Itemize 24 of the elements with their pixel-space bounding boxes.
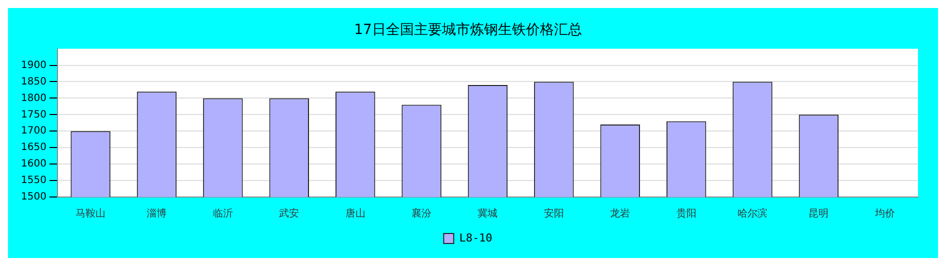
x-tick-label: 冀城 — [478, 208, 498, 220]
x-tick-label: 贵阳 — [676, 208, 696, 220]
x-tick-label: 哈尔滨 — [738, 208, 768, 220]
x-tick-label: 昆明 — [808, 208, 829, 220]
y-tick-label: 1800 — [20, 92, 46, 104]
y-tick-label: 1650 — [20, 142, 46, 154]
y-tick-label: 1850 — [20, 76, 46, 88]
x-tick-label: 武安 — [279, 208, 300, 220]
x-tick-label: 均价 — [874, 208, 895, 220]
y-tick-label: 1500 — [20, 192, 46, 203]
y-tick-label: 1750 — [20, 109, 46, 120]
y-tick-label: 1600 — [20, 158, 46, 170]
x-tick-label: 唐山 — [345, 208, 366, 220]
y-tick-label: 1700 — [20, 126, 46, 137]
x-tick-label: 安阳 — [544, 208, 564, 220]
x-tick-label: 龙岩 — [610, 208, 630, 220]
x-tick-label: 马鞍山 — [76, 208, 106, 220]
x-tick-label: 临沂 — [212, 208, 233, 220]
x-tick-label: 淄博 — [146, 208, 167, 220]
y-tick-label: 1550 — [20, 175, 46, 186]
y-tick-label: 1900 — [20, 60, 46, 71]
x-tick-label: 襄汾 — [412, 208, 432, 220]
chart-title: 17日全国主要城市炼钢生铁价格汇总 — [354, 22, 582, 38]
legend-label: L8-10 — [459, 231, 492, 244]
